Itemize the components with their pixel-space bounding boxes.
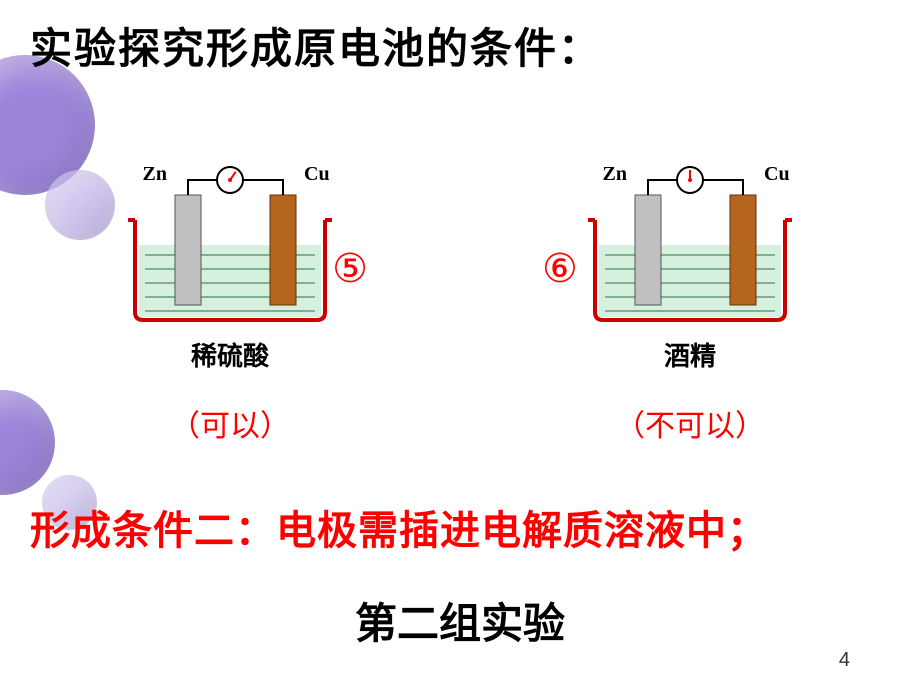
svg-text:Cu: Cu	[764, 163, 790, 185]
result-5: （可以）	[170, 401, 290, 445]
slide: 实验探究形成原电池的条件： Zn Cu ⑤ 稀硫酸 （可以） Zn Cu ⑥ 酒精 …	[0, 0, 920, 690]
page-number: 4	[839, 649, 850, 672]
diagram-5: ZnCu ⑤ 稀硫酸 （可以）	[110, 150, 350, 445]
subtitle-text: 第二组实验	[0, 590, 920, 651]
svg-text:Zn: Zn	[143, 163, 167, 185]
cell-diagram-5: Zn Cu	[110, 150, 350, 330]
diagram-6: ZnCu ⑥ 酒精 （不可以）	[570, 150, 810, 445]
svg-text:Cu: Cu	[304, 163, 330, 185]
page-title: 实验探究形成原电池的条件：	[30, 15, 602, 76]
svg-text:Zn: Zn	[603, 163, 627, 185]
result-6: （不可以）	[615, 401, 765, 445]
cell-diagram-6: Zn Cu	[570, 150, 810, 330]
diagrams-row: Zn Cu ⑤ 稀硫酸 （可以） Zn Cu ⑥ 酒精 （不可以）	[0, 150, 920, 445]
condition-text: 形成条件二：电极需插进电解质溶液中；	[30, 498, 768, 556]
circled-number-6: ⑥	[542, 245, 578, 292]
solution-label-6: 酒精	[664, 336, 716, 373]
circled-number-5: ⑤	[332, 245, 368, 292]
solution-label-5: 稀硫酸	[191, 336, 269, 373]
